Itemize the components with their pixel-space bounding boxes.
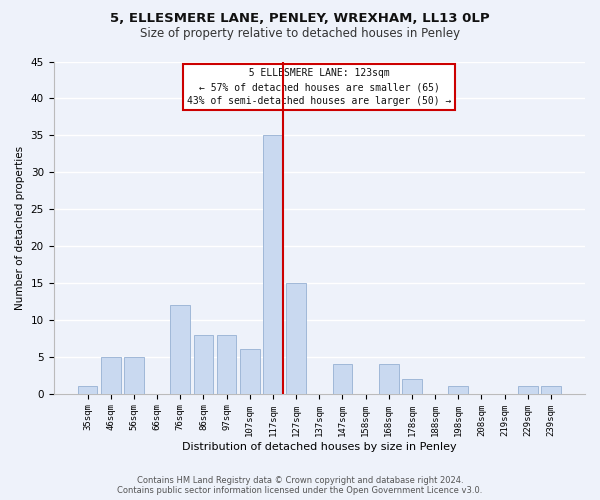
Bar xyxy=(124,356,144,394)
Bar xyxy=(194,334,213,394)
Bar xyxy=(448,386,468,394)
Bar xyxy=(101,356,121,394)
Text: 5 ELLESMERE LANE: 123sqm  
← 57% of detached houses are smaller (65)
43% of semi: 5 ELLESMERE LANE: 123sqm ← 57% of detach… xyxy=(187,68,451,106)
Y-axis label: Number of detached properties: Number of detached properties xyxy=(15,146,25,310)
Text: Contains public sector information licensed under the Open Government Licence v3: Contains public sector information licen… xyxy=(118,486,482,495)
Bar xyxy=(402,379,422,394)
Text: Size of property relative to detached houses in Penley: Size of property relative to detached ho… xyxy=(140,28,460,40)
Bar xyxy=(240,350,260,394)
Bar xyxy=(263,136,283,394)
Bar xyxy=(518,386,538,394)
Text: 5, ELLESMERE LANE, PENLEY, WREXHAM, LL13 0LP: 5, ELLESMERE LANE, PENLEY, WREXHAM, LL13… xyxy=(110,12,490,26)
Bar xyxy=(286,283,306,394)
Text: Contains HM Land Registry data © Crown copyright and database right 2024.: Contains HM Land Registry data © Crown c… xyxy=(137,476,463,485)
Bar xyxy=(379,364,398,394)
Bar xyxy=(77,386,97,394)
X-axis label: Distribution of detached houses by size in Penley: Distribution of detached houses by size … xyxy=(182,442,457,452)
Bar xyxy=(332,364,352,394)
Bar xyxy=(541,386,561,394)
Bar xyxy=(170,305,190,394)
Bar xyxy=(217,334,236,394)
